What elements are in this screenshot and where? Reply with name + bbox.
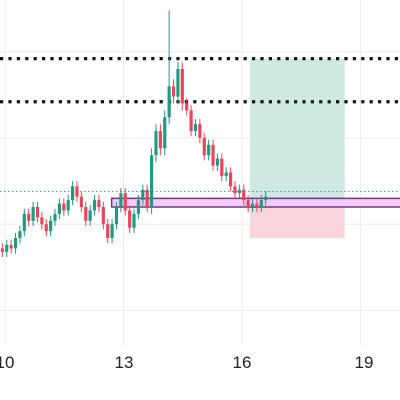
candle-body-37 xyxy=(150,155,154,207)
candle-body-49 xyxy=(202,138,206,156)
candle-body-58 xyxy=(242,189,246,201)
candle-body-11 xyxy=(35,207,40,218)
candle-body-39 xyxy=(158,131,162,149)
candle-body-28 xyxy=(110,224,114,239)
candle-body-34 xyxy=(136,200,141,214)
candle-body-62 xyxy=(259,200,263,207)
candle-body-9 xyxy=(27,213,31,221)
candle-body-53 xyxy=(220,158,224,176)
candle-body-40 xyxy=(163,117,167,149)
candle-body-46 xyxy=(189,110,193,132)
candle-body-55 xyxy=(229,172,233,187)
level-lines xyxy=(0,57,400,192)
candle-body-25 xyxy=(97,200,101,207)
candle-body-59 xyxy=(246,200,250,207)
candle-body-20 xyxy=(75,186,79,197)
x-axis: 10 13 16 19 xyxy=(0,353,373,372)
candle-body-45 xyxy=(185,103,189,111)
candle-body-57 xyxy=(237,189,241,194)
candle-body-29 xyxy=(114,207,119,225)
candle-body-18 xyxy=(66,200,70,211)
candle-body-50 xyxy=(207,144,211,156)
candle-body-33 xyxy=(132,213,136,228)
candle-body-35 xyxy=(141,189,145,201)
candle-body-15 xyxy=(53,213,57,221)
x-tick-13: 13 xyxy=(115,353,134,372)
candle-body-42 xyxy=(171,86,176,97)
candle-body-21 xyxy=(79,196,83,207)
candle-body-23 xyxy=(88,210,92,221)
candle-body-60 xyxy=(250,203,255,207)
candle-body-8 xyxy=(22,213,26,232)
candle-body-43 xyxy=(176,69,180,97)
candle-body-41 xyxy=(167,86,171,118)
candle-body-52 xyxy=(215,158,220,166)
candle-body-7 xyxy=(18,231,22,239)
candle-body-38 xyxy=(154,131,158,156)
x-tick-16: 16 xyxy=(233,353,252,372)
candle-body-22 xyxy=(84,207,88,221)
position-tool[interactable] xyxy=(249,58,345,239)
x-tick-19: 19 xyxy=(355,353,374,372)
candle-body-14 xyxy=(49,220,53,232)
target-box xyxy=(249,58,345,199)
candle-body-36 xyxy=(145,189,149,207)
candle-body-6 xyxy=(13,238,18,249)
candle-body-19 xyxy=(71,186,75,201)
candle-body-17 xyxy=(62,203,66,211)
candle-body-12 xyxy=(40,217,44,225)
candles xyxy=(0,10,268,258)
candle-body-27 xyxy=(106,224,110,239)
candle-body-4 xyxy=(5,244,9,252)
candle-body-48 xyxy=(198,124,202,138)
candle-body-31 xyxy=(123,193,127,211)
candle-body-10 xyxy=(31,207,35,221)
x-tick-10: 10 xyxy=(0,353,14,372)
candle-body-61 xyxy=(255,203,259,207)
candle-body-47 xyxy=(193,124,198,132)
candle-body-63 xyxy=(264,196,268,201)
candle-body-3 xyxy=(0,248,4,252)
candle-body-26 xyxy=(101,207,105,225)
candle-body-32 xyxy=(128,210,132,228)
candle-body-54 xyxy=(224,172,228,176)
candle-body-30 xyxy=(119,193,123,207)
candle-body-16 xyxy=(57,203,62,214)
candle-body-24 xyxy=(92,200,97,211)
candle-body-56 xyxy=(233,186,237,194)
candle-body-44 xyxy=(180,69,184,104)
candle-body-5 xyxy=(9,244,13,249)
candle-body-51 xyxy=(211,144,215,166)
candle-body-13 xyxy=(44,224,48,232)
